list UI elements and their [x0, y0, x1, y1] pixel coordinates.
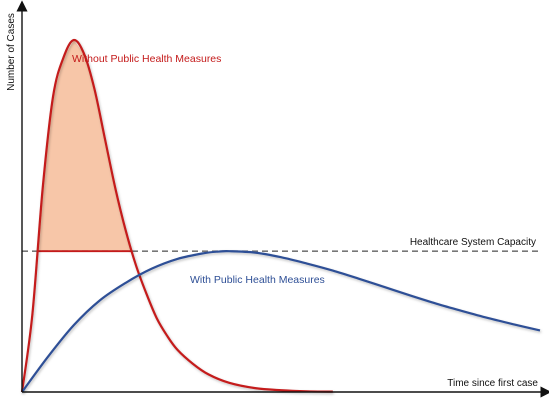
excess-over-capacity-area — [37, 40, 132, 252]
series-label-without-measures: Without Public Health Measures — [72, 53, 221, 65]
series-line-with-measures — [21, 250, 541, 393]
y-axis-label: Number of Cases — [6, 13, 17, 91]
x-axis-label: Time since first case — [447, 378, 538, 389]
series-label-with-measures: With Public Health Measures — [190, 274, 325, 286]
series-line-without-measures — [20, 38, 333, 393]
capacity-label: Healthcare System Capacity — [410, 237, 536, 248]
